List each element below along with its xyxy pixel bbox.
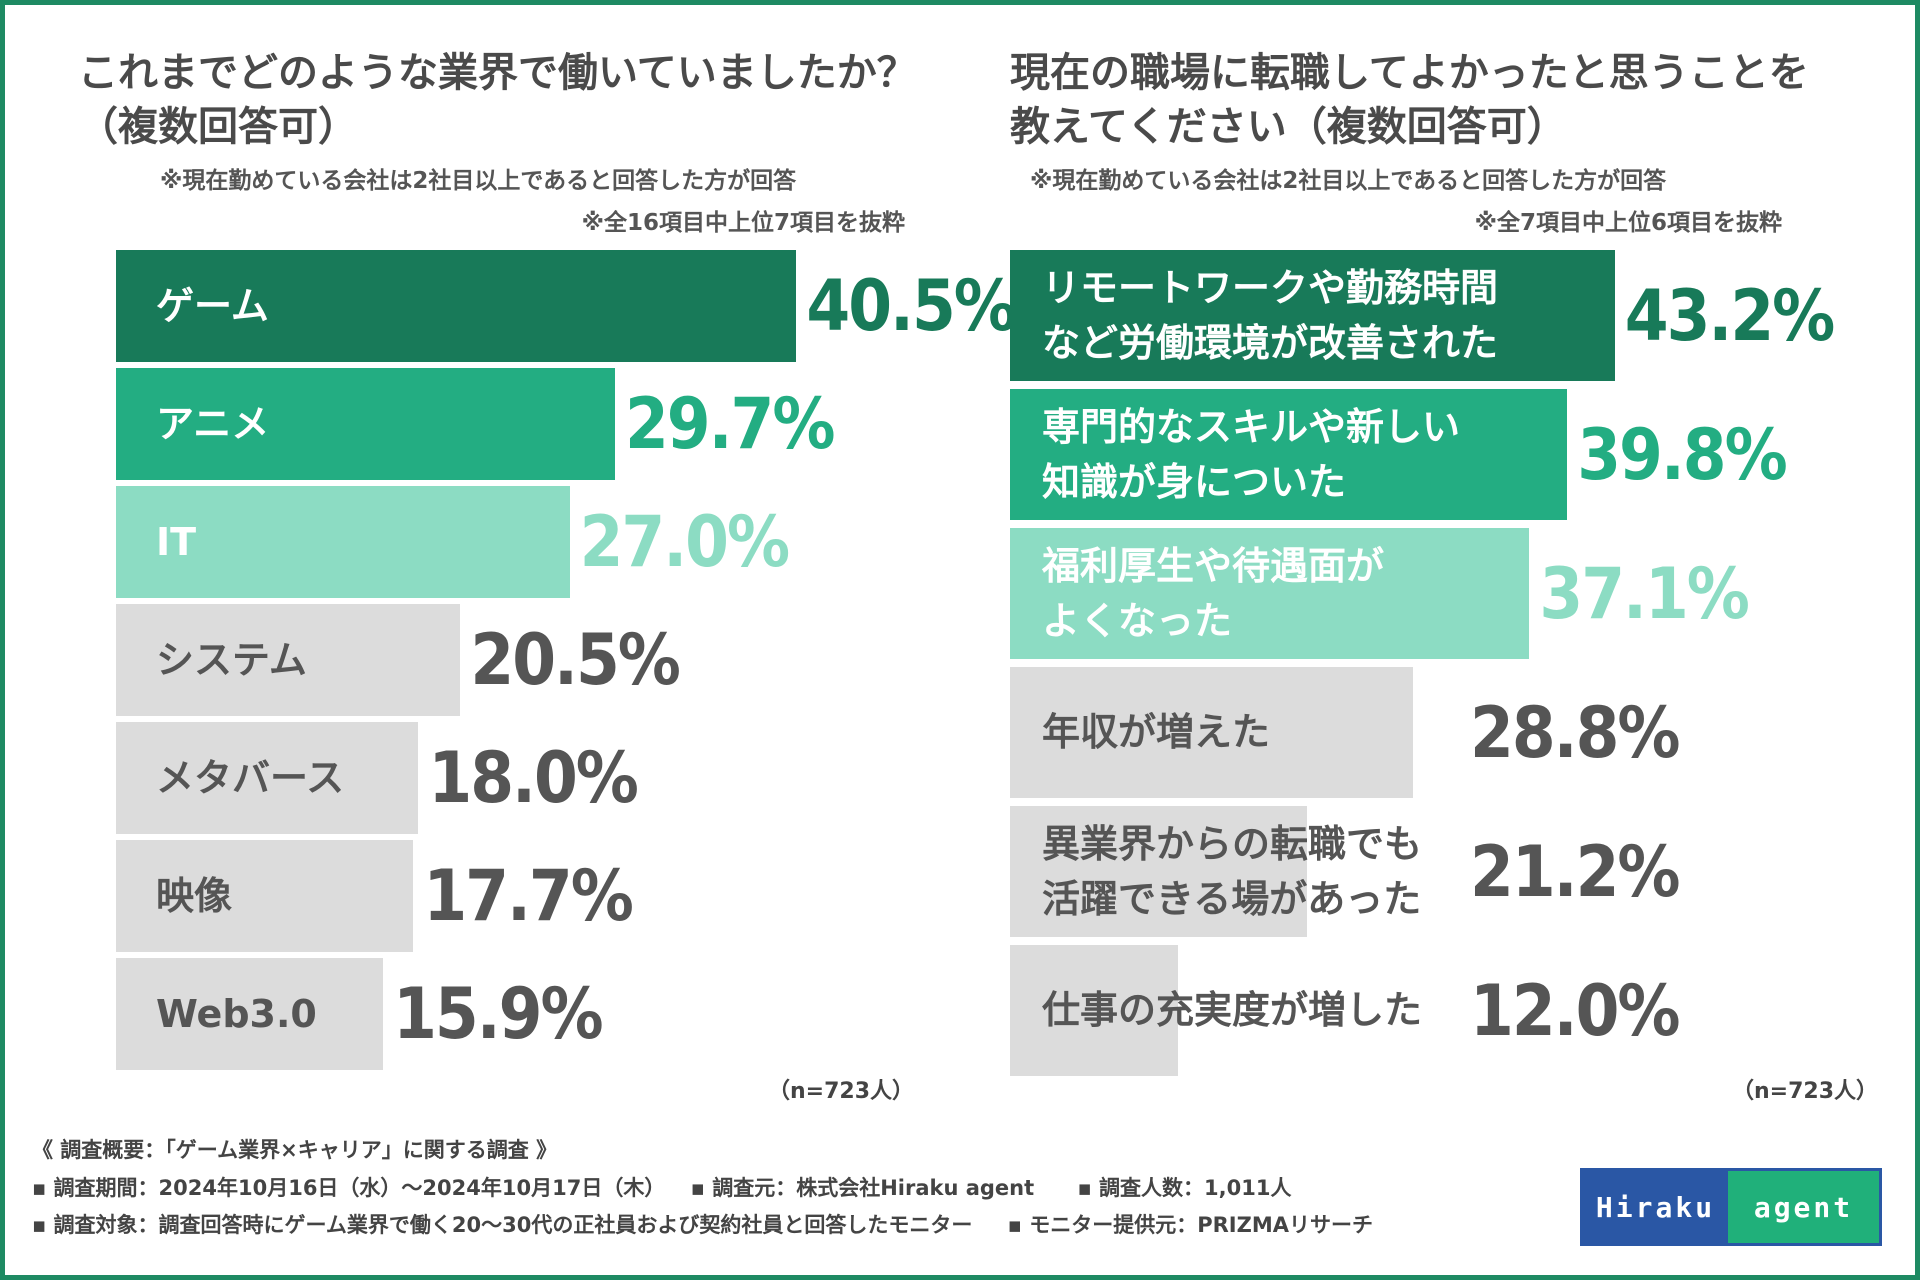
bar-label-2: アニメ bbox=[156, 401, 270, 446]
bar-label-1: リモートワークや勤務時間 など労働環境が改善された bbox=[1042, 265, 1499, 365]
bar-6 bbox=[116, 840, 414, 952]
survey-provider: ▪ モニター提供元：PRIZMAリサーチ bbox=[1007, 1213, 1373, 1237]
bar-value-1: 40.5% bbox=[806, 265, 1016, 347]
bar-label-1: ゲーム bbox=[156, 283, 269, 328]
bar-label-4: システム bbox=[156, 637, 307, 682]
hiraku-agent-logo: Hiraku agent bbox=[1580, 1168, 1882, 1246]
survey-target: ▪ 調査対象：調査回答時にゲーム業界で働く20～30代の正社員および契約社員と回… bbox=[32, 1213, 973, 1237]
bar-value-1: 43.2% bbox=[1624, 274, 1835, 357]
bar-value-3: 27.0% bbox=[579, 501, 790, 583]
bar-value-4: 20.5% bbox=[470, 619, 680, 701]
bar-label-2: 専門的なスキルや新しい 知識が身についた bbox=[1042, 404, 1461, 504]
bar-3 bbox=[116, 486, 570, 598]
bar-5 bbox=[1010, 806, 1307, 937]
bar-value-2: 29.7% bbox=[624, 383, 835, 465]
bar-3 bbox=[1010, 528, 1530, 659]
survey-summary-line2: ▪ 調査対象：調査回答時にゲーム業界で働く20～30代の正社員および契約社員と回… bbox=[32, 1207, 1373, 1244]
bar-label-7: Web3.0 bbox=[156, 991, 317, 1036]
bar-value-5: 18.0% bbox=[428, 737, 638, 819]
bar-value-6: 17.7% bbox=[423, 855, 633, 937]
bar-2 bbox=[116, 368, 615, 480]
right-chart-note2: ※全7項目中上位6項目を抜粋 bbox=[1474, 210, 1782, 236]
logo-part-hiraku: Hiraku bbox=[1583, 1171, 1728, 1243]
right-chart-note1: ※現在勤めている会社は2社目以上であると回答した方が回答 bbox=[1030, 168, 1667, 194]
bar-label-3: IT bbox=[156, 519, 197, 564]
survey-count: ▪ 調査人数：1,011人 bbox=[1077, 1176, 1292, 1200]
bar-value-6: 12.0% bbox=[1470, 969, 1680, 1052]
left-chart-title: これまでどのような業界で働いていましたか？（複数回答可） bbox=[78, 50, 917, 150]
bar-7 bbox=[116, 958, 384, 1070]
bar-label-6: 仕事の充実度が増した bbox=[1042, 988, 1423, 1032]
bar-value-4: 28.8% bbox=[1470, 691, 1680, 774]
bar-5 bbox=[116, 722, 419, 834]
bar-label-4: 年収が増えた bbox=[1042, 710, 1271, 754]
bar-value-5: 21.2% bbox=[1470, 830, 1680, 913]
survey-period: ▪ 調査期間：2024年10月16日（水）～2024年10月17日（木） bbox=[32, 1176, 666, 1200]
survey-summary-heading: 《 調査概要：「ゲーム業界×キャリア」に関する調査 》 bbox=[32, 1138, 558, 1162]
left-bar-chart: ゲーム 40.5% アニメ 29.7% IT 27.0% システム 20.5% メタバース 18.… bbox=[116, 250, 1017, 1070]
bar-6 bbox=[1010, 945, 1178, 1076]
left-sample-size: （n=723人） bbox=[768, 1079, 915, 1104]
bar-value-3: 37.1% bbox=[1539, 552, 1749, 635]
bar-value-2: 39.8% bbox=[1577, 413, 1787, 496]
bar-value-7: 15.9% bbox=[393, 973, 603, 1055]
survey-summary-line1: ▪ 調査期間：2024年10月16日（水）～2024年10月17日（木） ▪ 調… bbox=[32, 1170, 1291, 1207]
bar-label-3: 福利厚生や待遇面が よくなった bbox=[1042, 543, 1385, 643]
bar-label-5: メタバース bbox=[156, 755, 345, 800]
logo-part-agent: agent bbox=[1728, 1171, 1879, 1243]
right-bar-chart: リモートワークや勤務時間 など労働環境が改善された 43.2% 専門的なスキルや新しい… bbox=[1010, 250, 1890, 1076]
bar-4 bbox=[1010, 667, 1414, 798]
survey-source: ▪ 調査元：株式会社Hiraku agent bbox=[690, 1176, 1035, 1200]
bar-1 bbox=[1010, 250, 1615, 381]
bar-label-5: 異業界からの転職でも 活躍できる場があった bbox=[1042, 821, 1423, 921]
bar-4 bbox=[116, 604, 461, 716]
left-chart-note1: ※現在勤めている会社は2社目以上であると回答した方が回答 bbox=[160, 168, 797, 194]
right-chart-title: 現在の職場に転職してよかったと思うことを教えてください（複数回答可） bbox=[1010, 50, 1809, 150]
left-chart-note2: ※全16項目中上位7項目を抜粋 bbox=[581, 210, 905, 236]
bar-2 bbox=[1010, 389, 1568, 520]
bar-label-6: 映像 bbox=[156, 873, 233, 918]
right-sample-size: （n=723人） bbox=[1732, 1079, 1879, 1104]
bar-1 bbox=[116, 250, 797, 362]
